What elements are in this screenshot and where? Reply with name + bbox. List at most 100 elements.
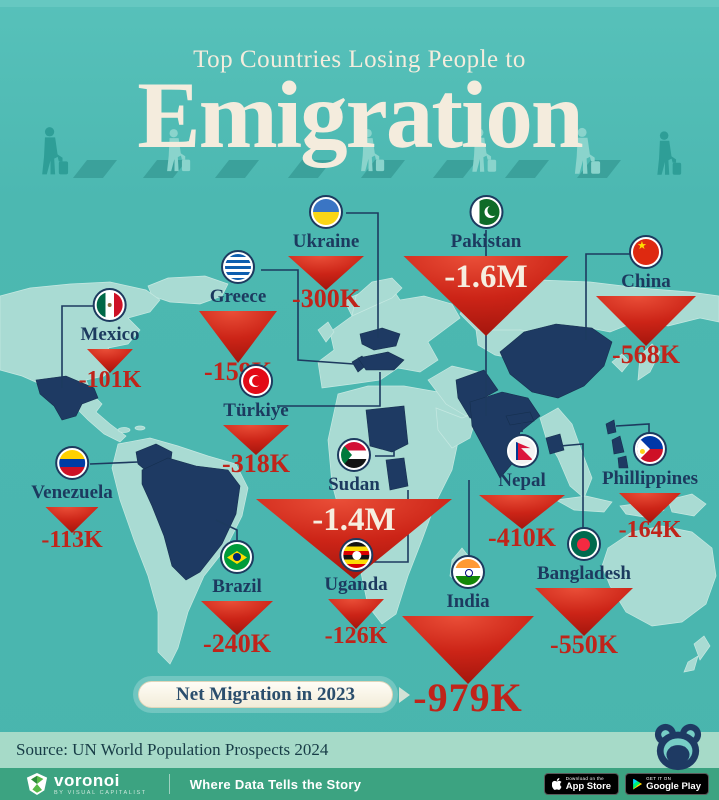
brazil-flag-icon xyxy=(220,540,254,574)
decline-triangle xyxy=(535,588,633,636)
country-name: Nepal xyxy=(498,470,546,491)
nepal-flag-icon xyxy=(505,434,539,468)
mexico-flag-icon xyxy=(92,288,127,322)
top-strip-shade xyxy=(0,7,719,10)
country-nepal: Nepal -410K xyxy=(479,434,565,553)
map-country-brazil xyxy=(141,457,241,581)
map-country-uganda xyxy=(385,457,409,491)
country-name: Türkiye xyxy=(223,400,289,421)
country-ukraine: Ukraine -300K xyxy=(288,195,364,314)
badge-top-line: GET IT ON xyxy=(646,775,672,781)
arrow-right-icon xyxy=(399,687,410,703)
decline-triangle xyxy=(199,311,277,363)
google-play-badge[interactable]: GET IT ON Google Play xyxy=(625,773,709,795)
map-country-turkiye xyxy=(357,351,405,371)
visual-capitalist-gorilla-logo xyxy=(654,723,702,771)
map-caribbean xyxy=(134,425,146,431)
country-uganda: Uganda -126K xyxy=(324,538,388,650)
footer-bar: voronoi BY VISUAL CAPITALIST Where Data … xyxy=(0,768,719,800)
turkiye-flag-icon xyxy=(238,364,273,398)
map-country-philippines xyxy=(617,455,629,469)
top-strip xyxy=(0,0,719,7)
map-new-zealand xyxy=(683,655,699,673)
footer-tagline: Where Data Tells the Story xyxy=(189,776,362,792)
map-country-ukraine xyxy=(359,327,401,351)
map-caribbean xyxy=(117,427,131,433)
voronoi-logo: voronoi BY VISUAL CAPITALIST xyxy=(26,772,147,797)
map-country-bangladesh xyxy=(545,433,565,455)
subtitle: Top Countries Losing People to xyxy=(193,46,526,73)
decline-triangle xyxy=(596,296,696,346)
map-british-isles xyxy=(317,321,335,343)
app-badges: Download on the App Store GET IT ON Goog… xyxy=(543,773,709,795)
apple-icon xyxy=(551,778,562,790)
brand-subtitle: BY VISUAL CAPITALIST xyxy=(54,789,147,796)
map-country-philippines xyxy=(605,419,617,435)
greece-flag-icon xyxy=(221,250,255,284)
google-play-icon xyxy=(633,778,643,790)
country-venezuela: Venezuela -113K xyxy=(31,446,113,554)
map-new-guinea xyxy=(667,493,707,517)
legend-pill: Net Migration in 2023 xyxy=(138,681,393,708)
map-central-america xyxy=(75,393,127,443)
map-country-china xyxy=(499,323,613,399)
bangladesh-flag-icon xyxy=(567,527,601,561)
google-play-badge-text: GET IT ON Google Play xyxy=(646,775,701,792)
country-turkiye: Türkiye -318K xyxy=(222,364,290,479)
map-indonesia xyxy=(554,495,613,513)
badge-bottom-line: App Store xyxy=(565,781,612,792)
voronoi-wordmark: voronoi BY VISUAL CAPITALIST xyxy=(54,772,147,797)
app-store-badge-text: Download on the App Store xyxy=(565,775,612,792)
ukraine-flag-icon xyxy=(309,195,343,229)
country-name: Venezuela xyxy=(31,482,113,503)
country-name: Brazil xyxy=(212,576,262,597)
country-china: China -568K xyxy=(596,235,696,370)
map-country-nepal xyxy=(505,411,535,426)
map-arabia xyxy=(435,407,479,449)
country-bangladesh: Bangladesh -550K xyxy=(535,527,633,660)
country-name: Sudan xyxy=(328,474,380,495)
country-brazil: Brazil -240K xyxy=(201,540,273,659)
map-greenland xyxy=(147,275,229,305)
badge-top-line: Download on the xyxy=(565,775,604,781)
badge-bottom-line: Google Play xyxy=(646,781,701,792)
map-new-zealand xyxy=(693,635,711,661)
map-country-mexico xyxy=(35,375,99,421)
country-name: India xyxy=(446,591,490,612)
country-value: -1.6M xyxy=(444,259,528,295)
app-store-badge[interactable]: Download on the App Store xyxy=(543,773,620,795)
uganda-flag-icon xyxy=(338,538,373,572)
country-name: Mexico xyxy=(80,324,140,345)
china-flag-icon xyxy=(629,235,663,269)
philippines-flag-icon xyxy=(632,432,667,466)
map-country-philippines xyxy=(611,435,625,455)
map-korea xyxy=(611,353,631,373)
page-title: Emigration xyxy=(137,62,583,168)
footer-divider xyxy=(168,774,170,794)
voronoi-shield-icon xyxy=(26,773,48,795)
country-name: Phillippines xyxy=(601,468,699,489)
country-india: India -979K xyxy=(402,555,534,721)
map-japan xyxy=(637,343,661,381)
venezuela-flag-icon xyxy=(55,446,89,480)
country-name: China xyxy=(621,271,671,292)
country-name: Greece xyxy=(209,286,267,307)
india-flag-icon xyxy=(451,555,485,589)
map-country-sudan xyxy=(365,405,409,453)
source-band: Source: UN World Population Prospects 20… xyxy=(0,732,719,768)
country-phillippines: Phillippines -164K xyxy=(602,432,698,544)
country-value: -1.4M xyxy=(312,502,396,538)
pakistan-flag-icon xyxy=(469,195,503,229)
country-name: Bangladesh xyxy=(537,563,631,584)
country-mexico: Mexico -101K xyxy=(79,288,141,394)
country-name: Ukraine xyxy=(292,231,360,252)
brand-name: voronoi xyxy=(54,770,120,790)
country-name: Uganda xyxy=(324,574,388,595)
map-scandinavia xyxy=(351,277,403,317)
country-pakistan: Pakistan -1.6M xyxy=(403,195,569,336)
source-text: Source: UN World Population Prospects 20… xyxy=(16,740,329,759)
sudan-flag-icon xyxy=(337,438,371,472)
map-australia xyxy=(601,525,717,627)
country-name: Pakistan xyxy=(450,231,522,252)
